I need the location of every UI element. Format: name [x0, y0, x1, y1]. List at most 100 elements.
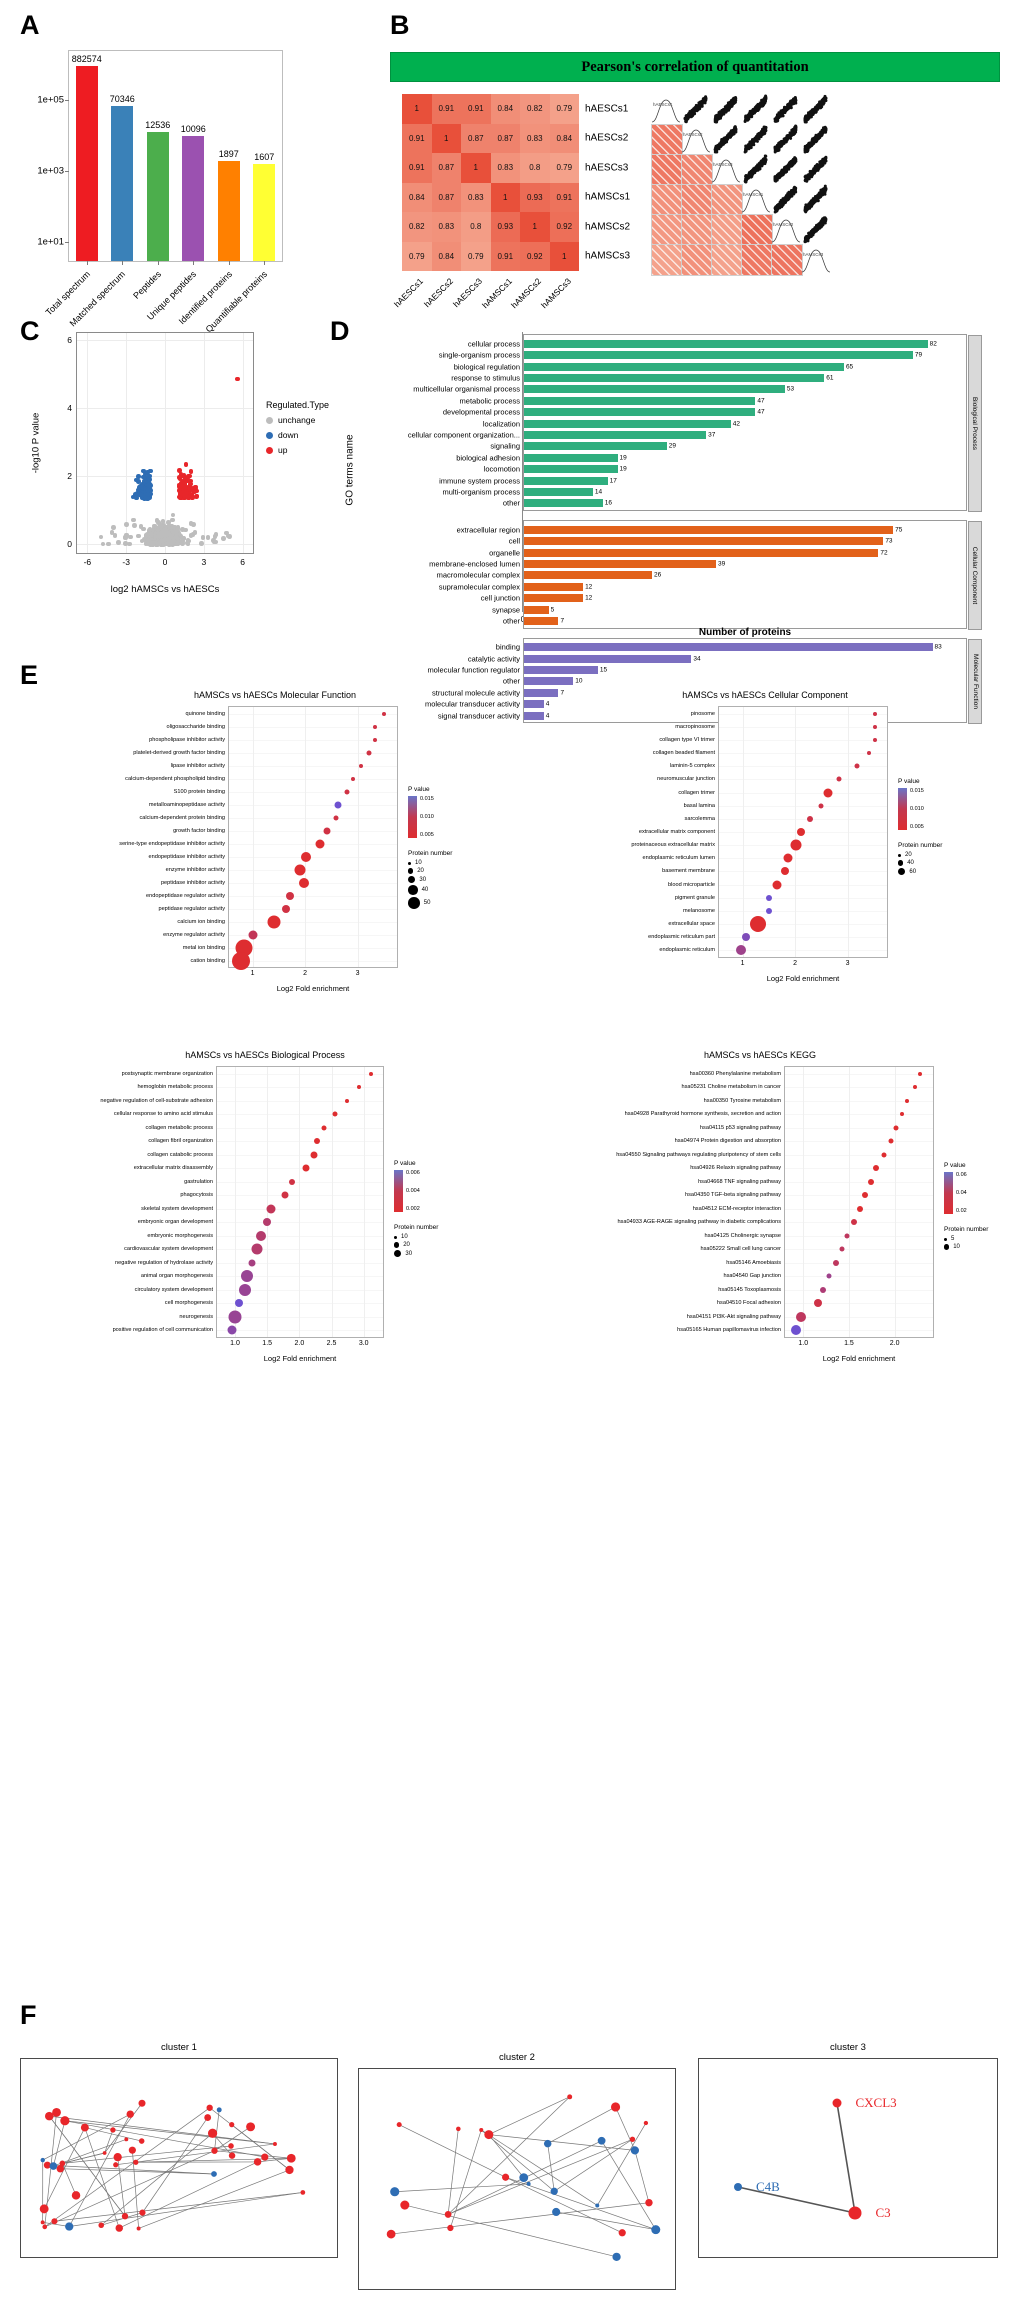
term-label: endoplasmic reticulum: [659, 947, 715, 954]
volcano-point: [145, 538, 151, 543]
enrichment-dot: [314, 1138, 321, 1145]
go-bar-count: 73: [885, 537, 893, 545]
network-node-C4B[interactable]: [734, 2183, 742, 2191]
term-label: melanosome: [682, 907, 715, 914]
go-term-label: extracellular region: [456, 525, 520, 535]
go-bar: [524, 643, 933, 652]
term-label: positive regulation of cell communicatio…: [112, 1327, 213, 1334]
correlation-block-hAMSCs3-hAESCs3: [711, 244, 743, 276]
row-gridline: [785, 1235, 933, 1237]
term-label: cardiovascular system development: [124, 1246, 213, 1253]
bar-4: [182, 135, 205, 261]
enrichment-dot: [310, 1151, 317, 1159]
density-label-hAESCs3: hAESCs3: [713, 162, 733, 167]
row-gridline: [217, 1100, 383, 1102]
volcano-point: [147, 468, 153, 474]
term-label: calcium-dependent phospholipid binding: [125, 775, 225, 782]
enrichment-dot: [851, 1219, 858, 1226]
correlation-block-hAESCs3-hAESCs2: [681, 154, 713, 186]
enrichment-dot: [893, 1125, 899, 1131]
x-tick-label-4: 2.5: [326, 1340, 337, 1347]
x-axis-label-E1: Log2 Fold enrichment: [276, 984, 350, 993]
go-bar: [524, 362, 844, 371]
gridline: [267, 1067, 269, 1337]
row-gridline: [785, 1073, 933, 1075]
go-bar-count: 39: [717, 560, 726, 568]
enrichment-dot: [790, 1325, 801, 1336]
enrichment-dot: [321, 1125, 327, 1131]
volcano-point: [159, 539, 164, 545]
volcano-point: [166, 525, 171, 531]
row-gridline: [785, 1181, 933, 1183]
term-label: hsa05146 Amoebiasis: [726, 1259, 781, 1266]
term-label: collagen trimer: [678, 789, 715, 796]
volcano-point: [128, 534, 133, 540]
scatter-hAESCs2-hAMSCs1: [741, 124, 771, 154]
volcano-point: [176, 531, 182, 536]
x-tick-label-2: 1.5: [844, 1340, 854, 1347]
volcano-point: [166, 540, 172, 545]
legend-size-item-2: 20: [394, 1242, 438, 1248]
go-bar: [524, 499, 603, 508]
volcano-point: [235, 376, 240, 382]
row-gridline: [229, 765, 397, 767]
row-gridline: [785, 1249, 933, 1251]
term-label: collagen beaded filament: [652, 750, 715, 757]
volcano-point: [169, 528, 174, 534]
term-label: lipase inhibitor activity: [170, 762, 225, 769]
row-gridline: [229, 778, 397, 780]
heatmap-cell-hAESCs2-hAESCs3: 0.87: [461, 123, 491, 153]
row-gridline: [719, 845, 887, 847]
legend-size-label: 20: [403, 1242, 410, 1248]
correlation-block-hAMSCs1-hAESCs2: [681, 184, 713, 216]
row-gridline: [217, 1222, 383, 1224]
go-bar: [524, 605, 549, 614]
volcano-point: [177, 488, 182, 493]
bar-2: [111, 105, 134, 261]
go-term-label: cell: [508, 536, 520, 546]
network-node-C3[interactable]: [848, 2206, 862, 2220]
heatmap-cell-hAESCs1-hAESCs3: 0.91: [461, 94, 491, 124]
pvalue-tick-3: 0.002: [406, 1206, 420, 1212]
go-bar: [524, 654, 692, 663]
legend-colorbar-wrap-E4: 0.06 0.04 0.02: [944, 1172, 988, 1214]
bar-value-label-5: 1897: [218, 149, 239, 160]
term-label: peptidase inhibitor activity: [160, 879, 225, 886]
y-tick-label-1: 0: [67, 539, 72, 550]
correlation-block-hAMSCs2-hAESCs2: [681, 214, 713, 246]
volcano-point: [180, 527, 185, 532]
enrichment-dot: [796, 1311, 807, 1322]
enrichment-dot: [263, 1218, 272, 1227]
scatter-hAMSCs2-hAMSCs3: [801, 214, 831, 244]
row-gridline: [217, 1073, 383, 1075]
go-bar-count: 12: [585, 583, 593, 591]
pvalue-colorbar-E1: [408, 796, 417, 838]
y-tick-label-3: 4: [67, 403, 72, 414]
term-label: hsa04115 p53 signaling pathway: [699, 1124, 781, 1131]
row-gridline: [229, 882, 397, 884]
row-gridline: [785, 1262, 933, 1264]
go-bar-count: 79: [914, 351, 923, 359]
term-label: enzyme inhibitor activity: [165, 866, 225, 873]
network-node-CXCL3[interactable]: [832, 2098, 842, 2108]
volcano-point: [171, 538, 176, 544]
enrichment-dot: [248, 930, 258, 939]
density-curve-hAMSCs2: hAMSCs2: [771, 214, 801, 244]
go-bar: [524, 339, 928, 348]
volcano-point: [188, 533, 194, 538]
enrichment-dot: [823, 788, 833, 798]
volcano-point: [150, 542, 155, 547]
legend-size-title-E4: Protein number: [944, 1226, 989, 1233]
x-tick-label-1: 1: [740, 960, 745, 967]
row-gridline: [785, 1222, 933, 1224]
legend-size-label: 60: [909, 868, 917, 875]
heatmap-cell-hAMSCs3-hAESCs2: 0.84: [431, 241, 461, 271]
term-label: quinone binding: [185, 710, 225, 717]
row-gridline: [229, 804, 397, 806]
pvalue-tick-1: 0.006: [406, 1170, 420, 1176]
heatmap-cell-hAMSCs3-hAMSCs1: 0.91: [490, 241, 520, 271]
legend-size-dot: [898, 868, 906, 876]
scatter-hAESCs3-hAMSCs2: [771, 154, 801, 184]
term-label: cellular response to amino acid stimulus: [113, 1111, 213, 1118]
legend-size-title-E1: Protein number: [408, 850, 453, 857]
